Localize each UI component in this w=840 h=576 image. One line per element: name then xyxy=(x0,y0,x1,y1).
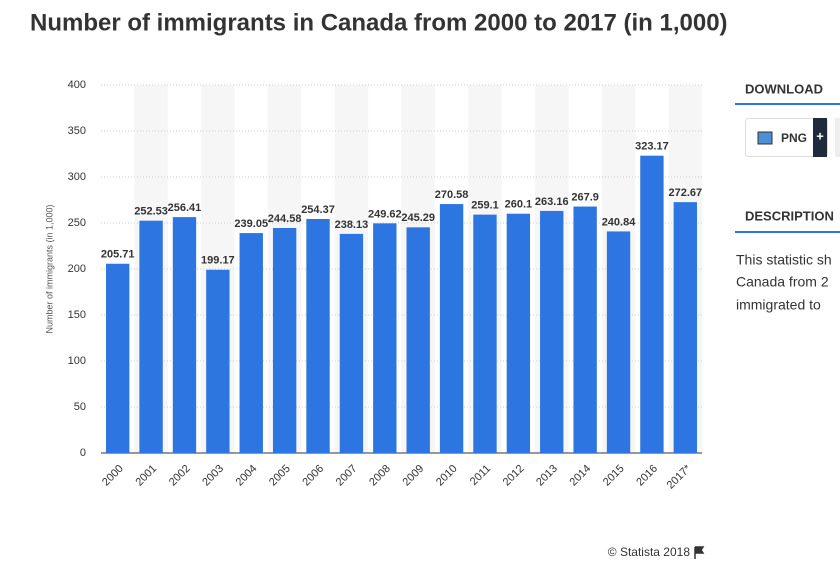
bar xyxy=(339,233,364,453)
value-label: 323.17 xyxy=(635,141,669,153)
x-tick-label: 2015 xyxy=(601,463,627,489)
value-label: 245.29 xyxy=(401,212,435,224)
copyright: © Statista 2018 xyxy=(608,545,691,559)
value-label: 249.62 xyxy=(368,208,402,220)
value-label: 239.05 xyxy=(234,218,268,230)
x-tick-label: 2002 xyxy=(167,463,193,489)
bar xyxy=(506,213,531,453)
description-text: Canada from 2 xyxy=(736,274,829,290)
png-button[interactable] xyxy=(745,118,828,157)
description-text: This statistic sh xyxy=(736,252,832,268)
chart-title: Number of immigrants in Canada from 2000… xyxy=(30,9,728,36)
flag-icon[interactable] xyxy=(694,546,705,559)
x-tick-label: 2012 xyxy=(501,463,527,489)
bar xyxy=(373,223,397,453)
x-tick-label: 2017* xyxy=(665,462,694,491)
y-tick-label: 0 xyxy=(80,447,86,459)
x-tick-label: 2008 xyxy=(367,463,393,489)
x-tick-label: 2006 xyxy=(300,463,326,489)
png-icon xyxy=(757,131,773,145)
value-label: 270.58 xyxy=(435,189,469,201)
y-tick-label: 200 xyxy=(68,263,86,275)
bar xyxy=(473,214,497,453)
y-tick-label: 50 xyxy=(74,401,86,413)
plus-label: + xyxy=(816,128,824,143)
heading-underline xyxy=(735,103,840,105)
x-tick-label: 2003 xyxy=(200,463,226,489)
download-heading: DOWNLOAD xyxy=(745,81,823,96)
heading-underline xyxy=(735,231,840,233)
value-label: 260.1 xyxy=(505,199,533,211)
x-tick-label: 2007 xyxy=(334,463,360,489)
x-tick-label: 2013 xyxy=(534,463,560,489)
next-button xyxy=(835,118,840,157)
bar xyxy=(172,217,197,453)
value-label: 244.58 xyxy=(268,213,302,225)
x-tick-label: 2009 xyxy=(401,463,427,489)
y-axis-label: Number of immigrants (in 1,000) xyxy=(44,204,54,333)
value-label: 254.37 xyxy=(301,204,335,216)
description-text: immigrated to xyxy=(736,297,821,313)
bar xyxy=(573,206,597,453)
bar xyxy=(139,220,163,453)
y-tick-label: 350 xyxy=(68,125,86,137)
bar xyxy=(439,204,464,453)
bar xyxy=(406,227,430,453)
value-label: 199.17 xyxy=(201,255,235,267)
value-label: 205.71 xyxy=(101,249,135,261)
bar xyxy=(673,202,697,453)
bar xyxy=(206,269,230,453)
bar xyxy=(239,233,263,453)
y-tick-label: 150 xyxy=(68,309,86,321)
bar xyxy=(272,227,297,453)
value-label: 252.53 xyxy=(134,206,168,218)
bar xyxy=(640,155,664,453)
png-label: PNG xyxy=(781,131,807,145)
x-tick-label: 2000 xyxy=(100,463,126,489)
value-label: 259.1 xyxy=(471,200,499,212)
x-tick-label: 2010 xyxy=(434,463,460,489)
x-tick-label: 2011 xyxy=(468,463,493,488)
x-tick-label: 2004 xyxy=(234,463,260,489)
value-label: 272.67 xyxy=(668,187,702,199)
y-tick-label: 400 xyxy=(68,79,86,91)
bar xyxy=(540,210,564,453)
png-plus-button[interactable] xyxy=(813,118,827,157)
value-label: 256.41 xyxy=(168,202,202,214)
y-tick-label: 300 xyxy=(68,171,86,183)
x-tick-label: 2016 xyxy=(634,463,660,489)
value-label: 240.84 xyxy=(602,216,637,228)
x-tick-label: 2001 xyxy=(133,463,159,489)
y-tick-label: 100 xyxy=(68,355,86,367)
x-tick-label: 2014 xyxy=(568,463,594,489)
x-tick-label: 2005 xyxy=(267,463,293,489)
y-tick-label: 250 xyxy=(68,217,86,229)
bar xyxy=(106,263,130,453)
bar xyxy=(606,231,631,453)
value-label: 263.16 xyxy=(535,196,569,208)
description-heading: DESCRIPTION xyxy=(745,208,834,223)
value-label: 267.9 xyxy=(571,191,599,203)
value-label: 238.13 xyxy=(335,219,369,231)
bar xyxy=(306,218,330,453)
